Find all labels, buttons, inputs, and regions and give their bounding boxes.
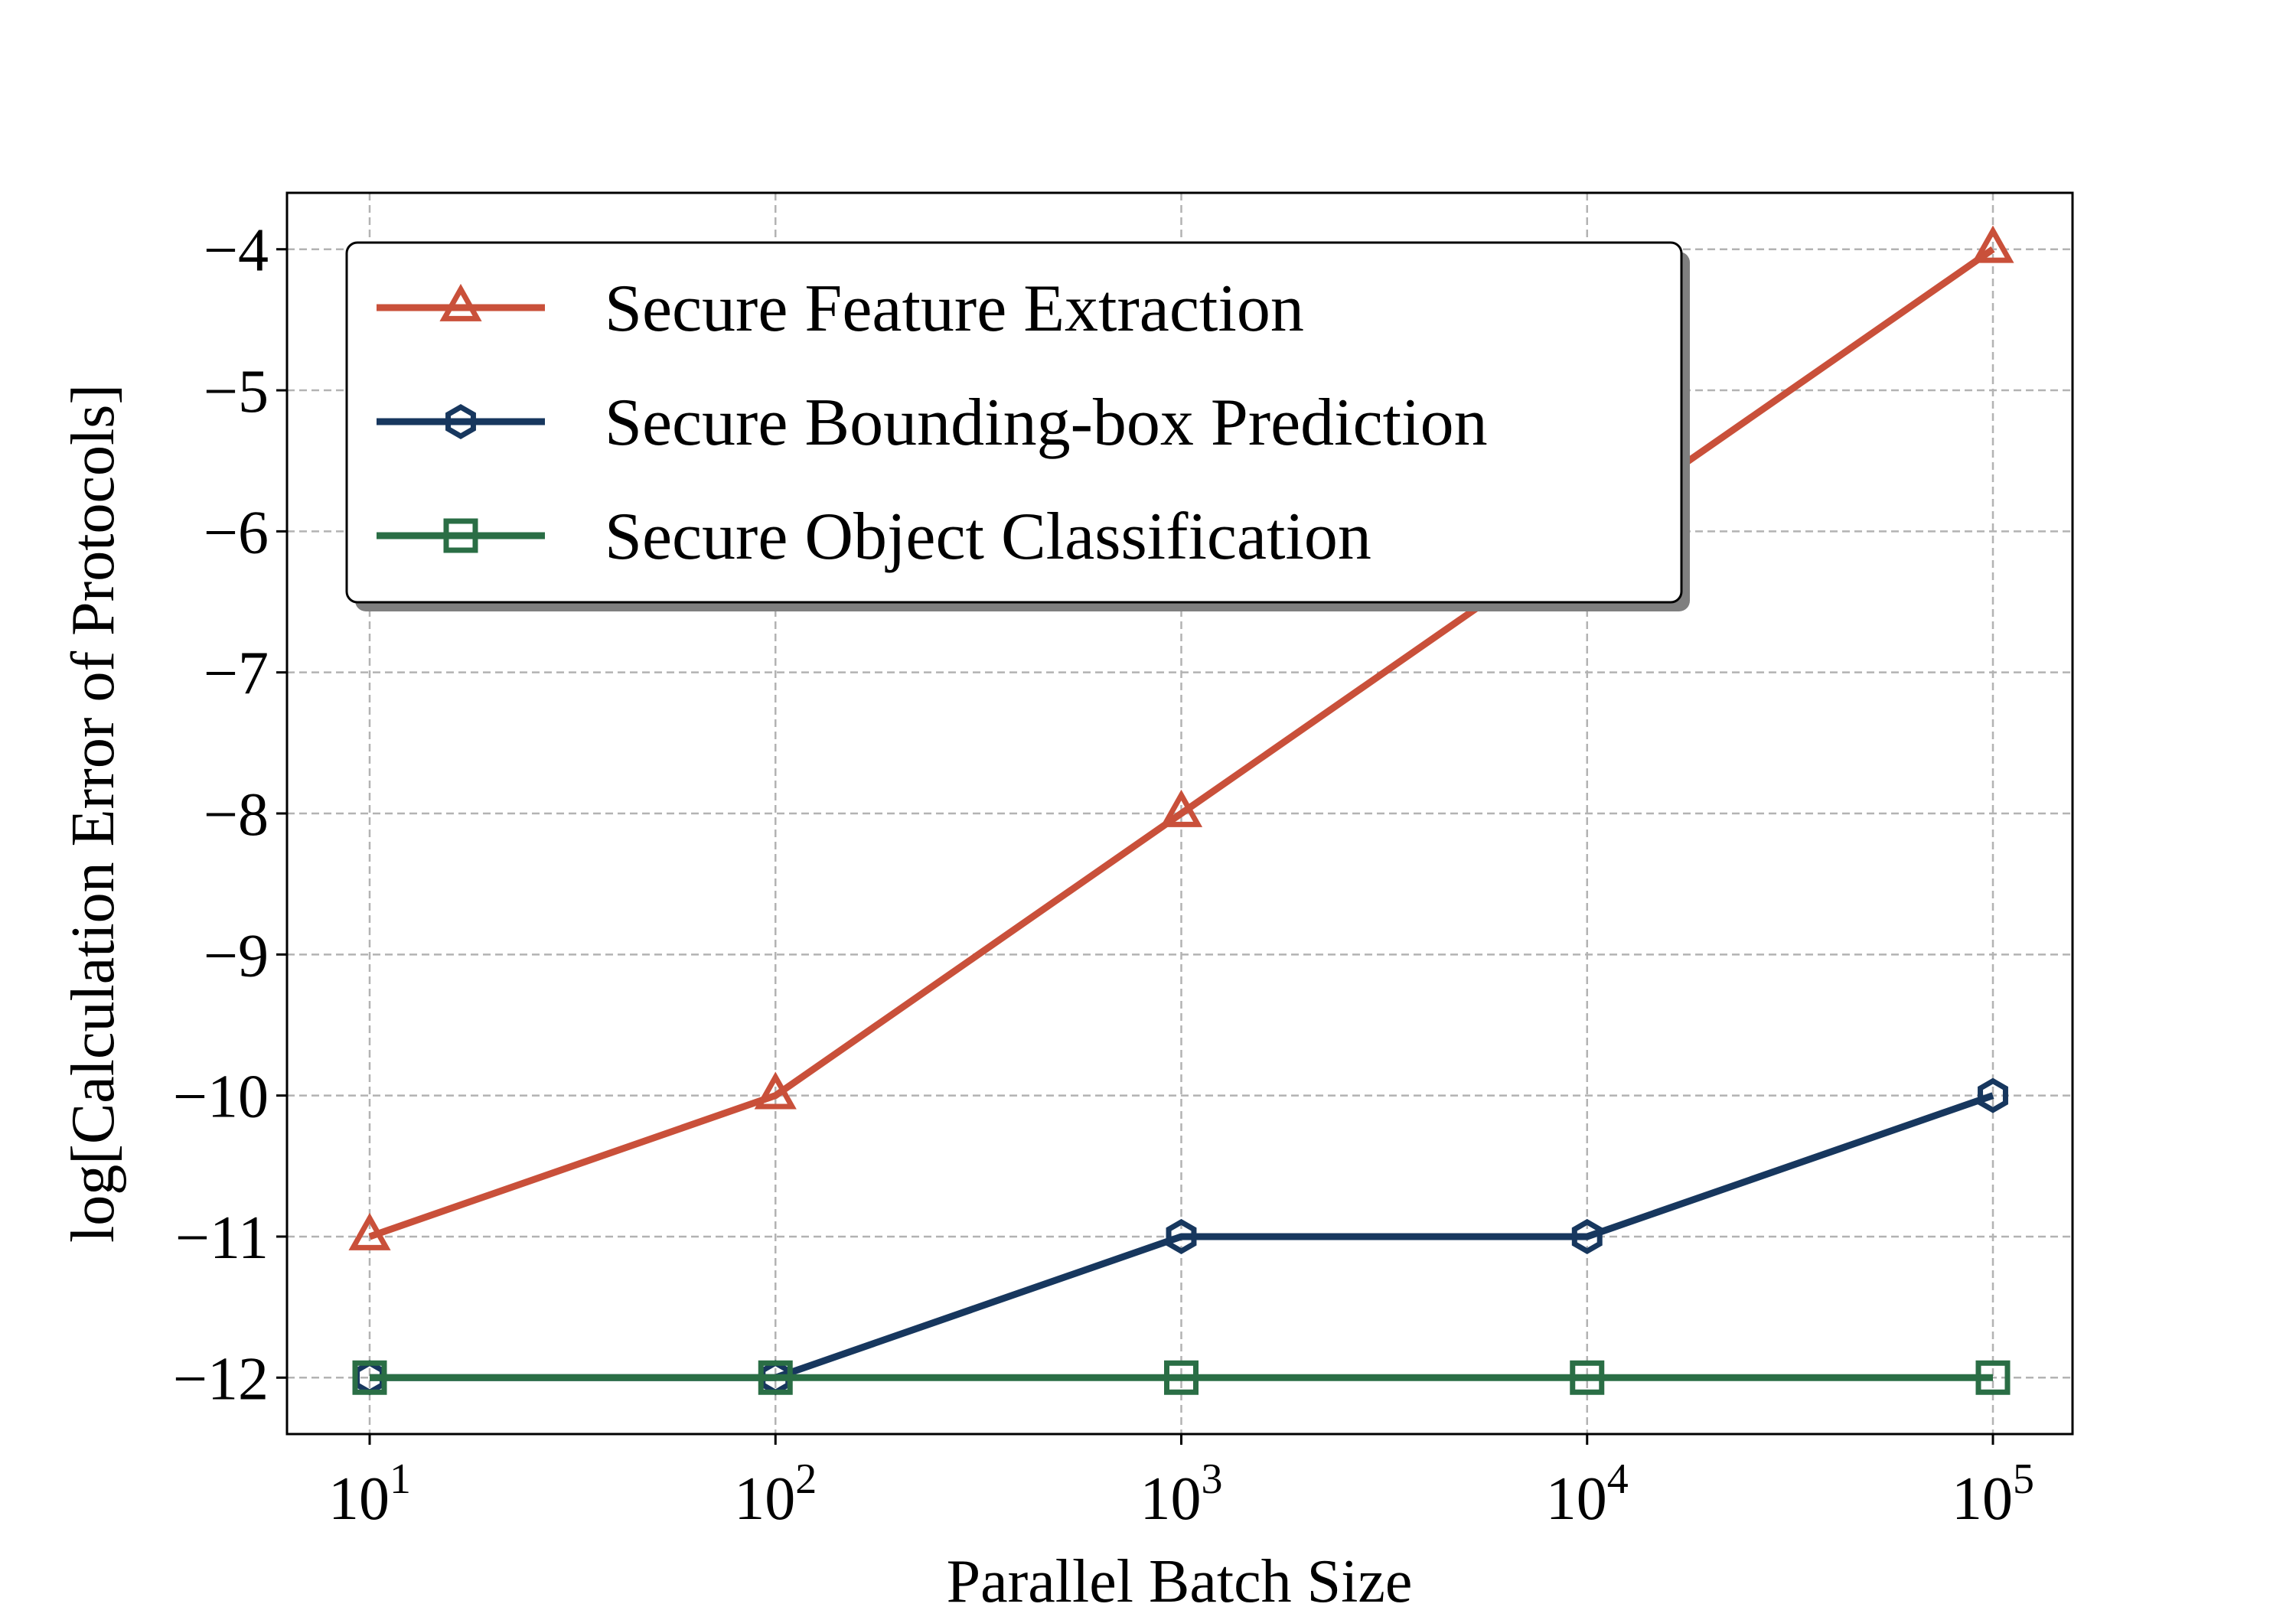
legend-entry: Secure Bounding-box Prediction (377, 386, 1488, 460)
legend-entries: Secure Feature Extraction Secure Bounding… (377, 272, 1488, 574)
y-tick-label: −5 (204, 358, 269, 425)
data-point (352, 1360, 387, 1395)
y-tick-label: −6 (204, 499, 269, 566)
legend: Secure Feature Extraction Secure Bounding… (345, 241, 1690, 611)
data-point (1971, 225, 2014, 263)
data-point (1166, 1218, 1197, 1254)
data-point (758, 1360, 793, 1395)
legend-label: Secure Feature Extraction (605, 272, 1304, 346)
data-point (754, 1071, 797, 1110)
legend-label: Secure Bounding-box Prediction (605, 386, 1488, 460)
series-square (352, 1360, 2011, 1395)
y-tick-label: −7 (204, 641, 269, 708)
legend-label: Secure Object Classification (605, 500, 1371, 574)
data-point (1570, 1360, 1605, 1395)
x-axis-title: Parallel Batch Size (947, 1548, 1413, 1607)
x-tick-label: 101 (328, 1455, 411, 1533)
legend-marker (439, 283, 482, 321)
x-tick-label: 105 (1952, 1455, 2034, 1533)
x-tick-label: 104 (1546, 1455, 1629, 1533)
y-axis-tick-labels: −4 −5 −6 −7 −8 −9 −10 −11 −12 (173, 217, 269, 1413)
x-tick-label: 103 (1140, 1455, 1223, 1533)
legend-entry: Secure Object Classification (377, 500, 1371, 574)
y-axis-title: log[Calculation Error of Protocols] (60, 384, 127, 1243)
y-tick-label: −8 (204, 781, 269, 849)
legend-marker (443, 518, 478, 553)
y-tick-label: −12 (173, 1345, 269, 1413)
y-tick-label: −4 (204, 217, 269, 285)
data-point (1164, 1360, 1199, 1395)
y-tick-label: −11 (175, 1204, 269, 1272)
x-tick-label: 102 (734, 1455, 817, 1533)
y-tick-label: −10 (173, 1064, 269, 1131)
legend-entry: Secure Feature Extraction (377, 272, 1304, 346)
series-line (368, 246, 1995, 1240)
legend-box (345, 241, 1683, 604)
data-point (348, 1212, 391, 1250)
legend-marker (445, 403, 476, 440)
data-point (1159, 789, 1203, 827)
axis-ticks (276, 248, 1994, 1445)
y-tick-label: −9 (204, 922, 269, 989)
data-point (1571, 1218, 1603, 1254)
x-axis-tick-labels: 101 102 103 104 105 (328, 1455, 2034, 1533)
data-point (1975, 1360, 2011, 1395)
data-point (1978, 1077, 2008, 1113)
